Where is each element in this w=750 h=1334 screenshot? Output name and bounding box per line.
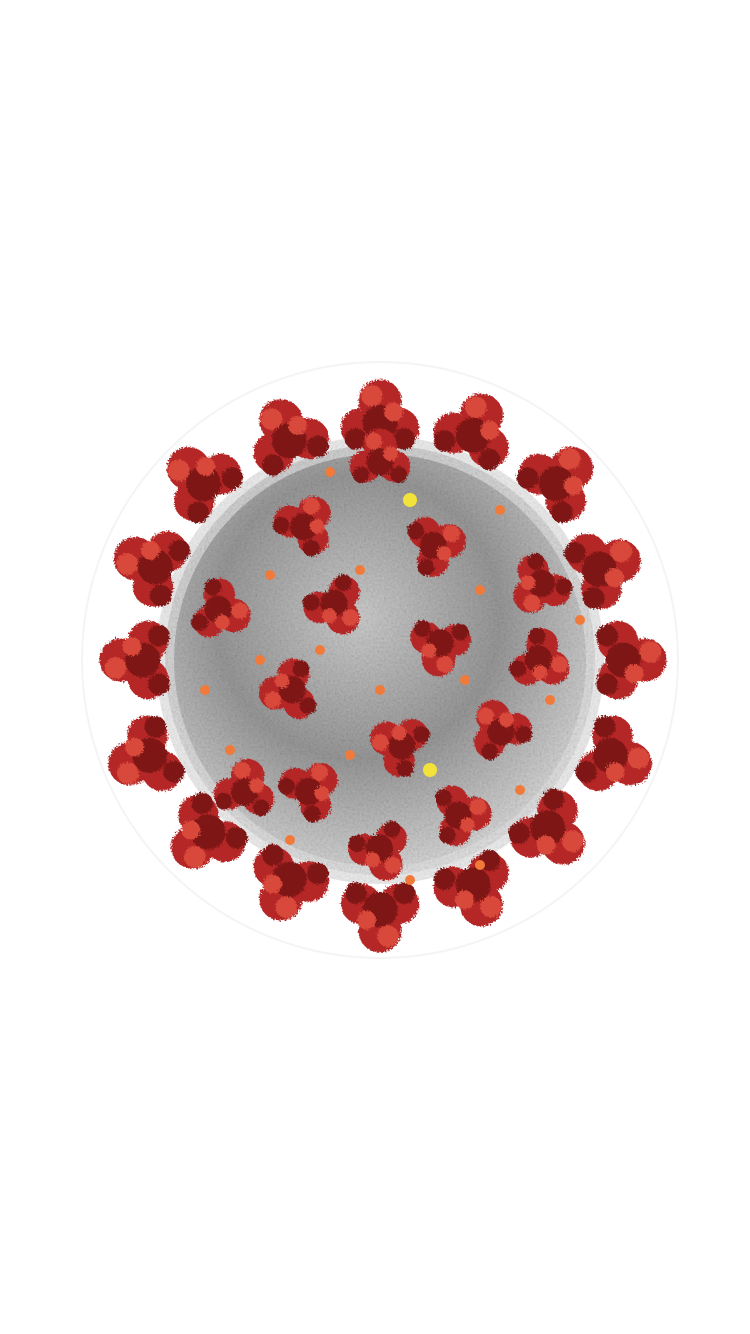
- rim-spike: [108, 715, 185, 792]
- orange-protein: [200, 685, 210, 695]
- rim-spike: [113, 531, 191, 607]
- rim-spike: [340, 379, 420, 450]
- rim-spike: [596, 620, 667, 700]
- surface-spike: [474, 700, 532, 761]
- rim-spike: [99, 620, 170, 700]
- yellow-protein: [423, 763, 437, 777]
- virus-halo: [81, 361, 679, 959]
- rim-spike: [253, 399, 329, 476]
- orange-protein: [355, 565, 365, 575]
- orange-protein: [495, 505, 505, 515]
- orange-protein: [375, 685, 385, 695]
- orange-protein: [345, 750, 355, 760]
- rim-spike: [516, 446, 594, 524]
- rim-spike: [340, 882, 420, 953]
- surface-spike: [258, 658, 317, 719]
- orange-protein: [460, 675, 470, 685]
- surface-spike: [348, 820, 408, 881]
- orange-protein: [255, 655, 265, 665]
- orange-protein: [545, 695, 555, 705]
- orange-protein: [405, 875, 415, 885]
- surface-spikes: [191, 428, 573, 881]
- coronavirus-illustration: [80, 360, 680, 960]
- surface-spike: [349, 428, 411, 484]
- orange-protein: [475, 585, 485, 595]
- rim-spike: [433, 849, 509, 927]
- orange-protein: [265, 570, 275, 580]
- surface-proteins: [200, 467, 585, 885]
- orange-protein: [325, 467, 335, 477]
- rim-spikes: [99, 379, 667, 953]
- rim-spike: [166, 446, 244, 524]
- rim-spike: [564, 533, 641, 609]
- surface-spike: [509, 627, 570, 686]
- rim-spike: [171, 792, 248, 869]
- rim-spike: [508, 788, 585, 865]
- rim-spike: [433, 393, 509, 471]
- rim-spike: [575, 715, 652, 792]
- orange-protein: [315, 645, 325, 655]
- surface-spike: [410, 620, 471, 677]
- surface-spike: [435, 785, 492, 847]
- surface-spike: [513, 553, 573, 613]
- coronavirus-icon: [81, 361, 679, 959]
- orange-protein: [225, 745, 235, 755]
- orange-protein: [515, 785, 525, 795]
- surface-spike: [277, 763, 338, 823]
- surface-spike: [213, 758, 275, 817]
- surface-spike: [272, 496, 331, 557]
- surface-spike: [369, 718, 430, 777]
- orange-protein: [285, 835, 295, 845]
- rim-spike: [253, 844, 329, 921]
- orange-protein: [575, 615, 585, 625]
- yellow-protein: [403, 493, 417, 507]
- surface-spike: [407, 516, 466, 577]
- surface-spike: [191, 578, 251, 638]
- surface-spike: [302, 574, 360, 635]
- orange-protein: [475, 860, 485, 870]
